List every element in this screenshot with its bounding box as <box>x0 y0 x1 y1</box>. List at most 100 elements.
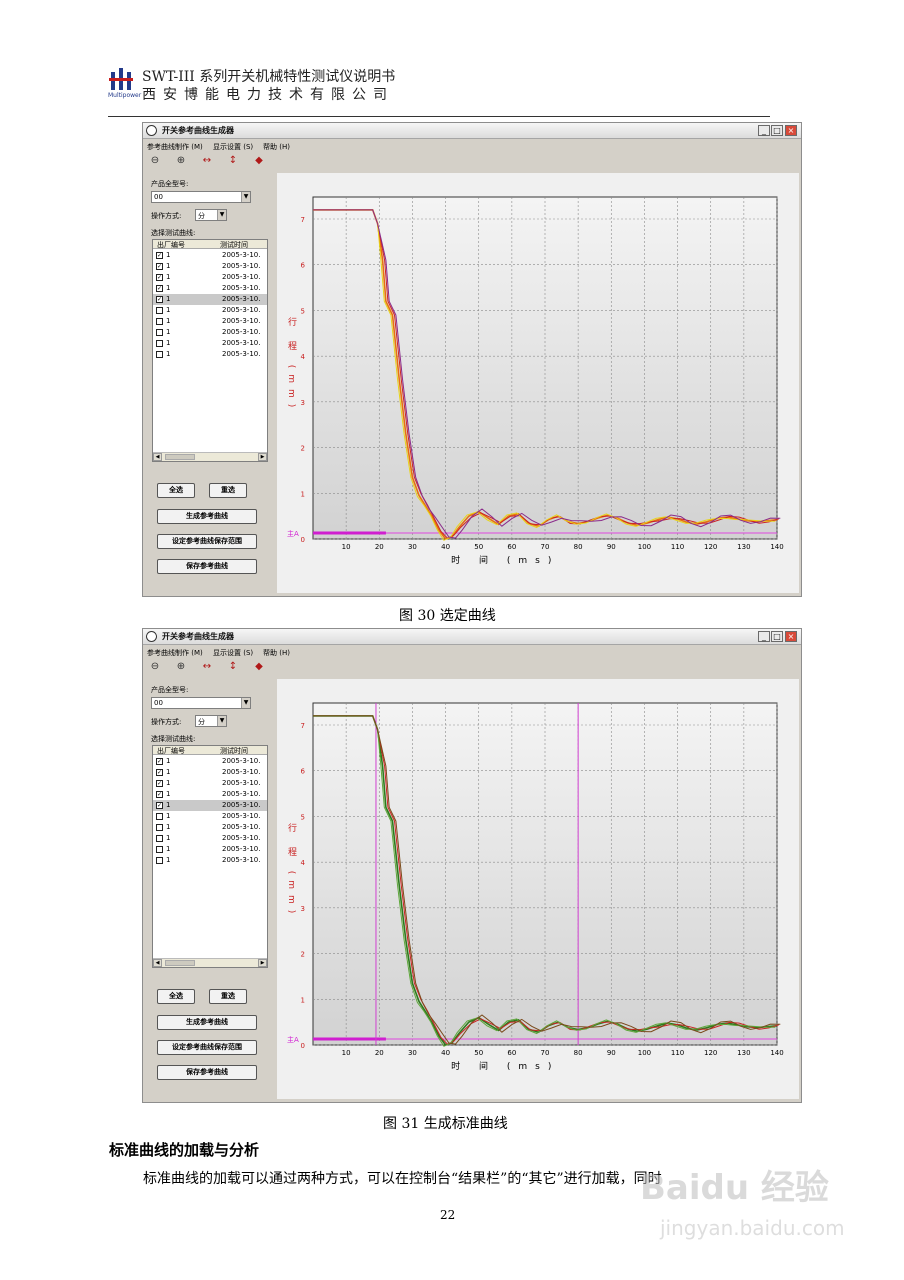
menu-item-display-settings[interactable]: 显示设置 (S) <box>213 649 254 657</box>
list-item[interactable]: ✓ 1 2005-3-10. <box>153 294 267 305</box>
set-save-range-button[interactable]: 设定参考曲线保存范围 <box>157 534 257 549</box>
curve-checkbox[interactable]: ✓ <box>156 274 163 281</box>
list-item[interactable]: 1 2005-3-10. <box>153 855 267 866</box>
list-item[interactable]: ✓ 1 2005-3-10. <box>153 272 267 283</box>
row-test-time: 2005-3-10. <box>222 306 261 314</box>
zoom-in-icon[interactable]: ⊕ <box>176 155 186 166</box>
list-item[interactable]: 1 2005-3-10. <box>153 811 267 822</box>
curve-checkbox[interactable]: ✓ <box>156 285 163 292</box>
curve-checkbox[interactable] <box>156 835 163 842</box>
travel-time-chart[interactable]: 0 1 2 3 4 5 6 7 10 20 30 40 50 60 70 80 90 100 110 120 130 14… <box>277 679 799 1099</box>
menu-item-reference-curve[interactable]: 参考曲线制作 (M) <box>147 143 203 151</box>
column-header-time[interactable]: 测试时间 <box>220 747 248 755</box>
list-item[interactable]: ✓ 1 2005-3-10. <box>153 250 267 261</box>
maximize-button[interactable]: □ <box>771 125 783 136</box>
column-header-time[interactable]: 测试时间 <box>220 241 248 249</box>
row-test-time: 2005-3-10. <box>222 823 261 831</box>
curve-checkbox[interactable] <box>156 857 163 864</box>
menu-item-help[interactable]: 帮助 (H) <box>263 649 290 657</box>
list-item[interactable]: ✓ 1 2005-3-10. <box>153 756 267 767</box>
curve-checkbox[interactable] <box>156 846 163 853</box>
product-model-select[interactable]: 00 ▼ <box>151 697 251 709</box>
menu-item-reference-curve[interactable]: 参考曲线制作 (M) <box>147 649 203 657</box>
curve-checkbox[interactable]: ✓ <box>156 758 163 765</box>
curve-checkbox[interactable]: ✓ <box>156 791 163 798</box>
list-item[interactable]: 1 2005-3-10. <box>153 822 267 833</box>
scroll-right-icon[interactable]: ▶ <box>258 453 267 461</box>
toolbar: ⊖ ⊕ ↔ ↕ ◆ <box>143 153 801 169</box>
zoom-in-icon[interactable]: ⊕ <box>176 661 186 672</box>
horizontal-scrollbar[interactable]: ◀ ▶ <box>153 958 267 967</box>
generate-curve-button[interactable]: 生成参考曲线 <box>157 1015 257 1030</box>
test-curve-list[interactable]: 出厂编号 测试时间 ✓ 1 2005-3-10. ✓ 1 2005-3-10. ✓ 1 2005… <box>152 745 268 968</box>
close-button[interactable]: × <box>785 631 797 642</box>
select-all-button[interactable]: 全选 <box>157 483 195 498</box>
diamond-icon[interactable]: ◆ <box>255 155 263 166</box>
scroll-thumb[interactable] <box>165 454 195 460</box>
vertical-arrows-icon[interactable]: ↕ <box>228 155 238 166</box>
curve-checkbox[interactable] <box>156 307 163 314</box>
menu-item-help[interactable]: 帮助 (H) <box>263 143 290 151</box>
product-model-select[interactable]: 00 ▼ <box>151 191 251 203</box>
horizontal-arrows-icon[interactable]: ↔ <box>202 661 212 672</box>
list-item[interactable]: ✓ 1 2005-3-10. <box>153 283 267 294</box>
column-header-id[interactable]: 出厂编号 <box>157 747 185 755</box>
generate-curve-button[interactable]: 生成参考曲线 <box>157 509 257 524</box>
save-curve-button[interactable]: 保存参考曲线 <box>157 559 257 574</box>
curve-checkbox[interactable] <box>156 329 163 336</box>
save-curve-button[interactable]: 保存参考曲线 <box>157 1065 257 1080</box>
minimize-button[interactable]: _ <box>758 125 770 136</box>
list-item[interactable]: 1 2005-3-10. <box>153 833 267 844</box>
curve-checkbox[interactable] <box>156 351 163 358</box>
list-item[interactable]: 1 2005-3-10. <box>153 338 267 349</box>
set-save-range-button[interactable]: 设定参考曲线保存范围 <box>157 1040 257 1055</box>
list-item[interactable]: ✓ 1 2005-3-10. <box>153 767 267 778</box>
operation-mode-select[interactable]: 分 ▼ <box>195 209 227 221</box>
reselect-button[interactable]: 重选 <box>209 989 247 1004</box>
zoom-out-icon[interactable]: ⊖ <box>150 661 160 672</box>
curve-checkbox[interactable]: ✓ <box>156 769 163 776</box>
list-item[interactable]: 1 2005-3-10. <box>153 349 267 360</box>
curve-checkbox[interactable] <box>156 824 163 831</box>
scroll-right-icon[interactable]: ▶ <box>258 959 267 967</box>
close-button[interactable]: × <box>785 125 797 136</box>
test-curve-list[interactable]: 出厂编号 测试时间 ✓ 1 2005-3-10. ✓ 1 2005-3-10. ✓ 1 2005… <box>152 239 268 462</box>
horizontal-arrows-icon[interactable]: ↔ <box>202 155 212 166</box>
list-item[interactable]: 1 2005-3-10. <box>153 305 267 316</box>
list-item[interactable]: ✓ 1 2005-3-10. <box>153 789 267 800</box>
reselect-button[interactable]: 重选 <box>209 483 247 498</box>
scroll-left-icon[interactable]: ◀ <box>153 959 162 967</box>
list-item[interactable]: 1 2005-3-10. <box>153 844 267 855</box>
curve-checkbox[interactable]: ✓ <box>156 802 163 809</box>
list-item[interactable]: ✓ 1 2005-3-10. <box>153 261 267 272</box>
x-tick-label: 90 <box>607 1049 616 1057</box>
maximize-button[interactable]: □ <box>771 631 783 642</box>
scroll-thumb[interactable] <box>165 960 195 966</box>
horizontal-scrollbar[interactable]: ◀ ▶ <box>153 452 267 461</box>
scroll-left-icon[interactable]: ◀ <box>153 453 162 461</box>
vertical-arrows-icon[interactable]: ↕ <box>228 661 238 672</box>
curve-checkbox[interactable]: ✓ <box>156 252 163 259</box>
list-item[interactable]: 1 2005-3-10. <box>153 327 267 338</box>
plot-area[interactable]: 0 1 2 3 4 5 6 7 10 20 30 40 50 60 70 80 90 100 110 120 130 14… <box>277 173 799 593</box>
list-item[interactable]: ✓ 1 2005-3-10. <box>153 778 267 789</box>
list-item[interactable]: ✓ 1 2005-3-10. <box>153 800 267 811</box>
travel-time-chart[interactable]: 0 1 2 3 4 5 6 7 10 20 30 40 50 60 70 80 90 100 110 120 130 14… <box>277 173 799 593</box>
list-header: 出厂编号 测试时间 <box>153 746 267 755</box>
plot-area[interactable]: 0 1 2 3 4 5 6 7 10 20 30 40 50 60 70 80 90 100 110 120 130 14… <box>277 679 799 1099</box>
curve-checkbox[interactable]: ✓ <box>156 296 163 303</box>
menu-item-display-settings[interactable]: 显示设置 (S) <box>213 143 254 151</box>
minimize-button[interactable]: _ <box>758 631 770 642</box>
product-model-label: 产品全型号: <box>151 686 189 694</box>
column-header-id[interactable]: 出厂编号 <box>157 241 185 249</box>
list-item[interactable]: 1 2005-3-10. <box>153 316 267 327</box>
curve-checkbox[interactable] <box>156 813 163 820</box>
curve-checkbox[interactable] <box>156 318 163 325</box>
curve-checkbox[interactable] <box>156 340 163 347</box>
operation-mode-select[interactable]: 分 ▼ <box>195 715 227 727</box>
select-all-button[interactable]: 全选 <box>157 989 195 1004</box>
curve-checkbox[interactable]: ✓ <box>156 263 163 270</box>
zoom-out-icon[interactable]: ⊖ <box>150 155 160 166</box>
diamond-icon[interactable]: ◆ <box>255 661 263 672</box>
curve-checkbox[interactable]: ✓ <box>156 780 163 787</box>
